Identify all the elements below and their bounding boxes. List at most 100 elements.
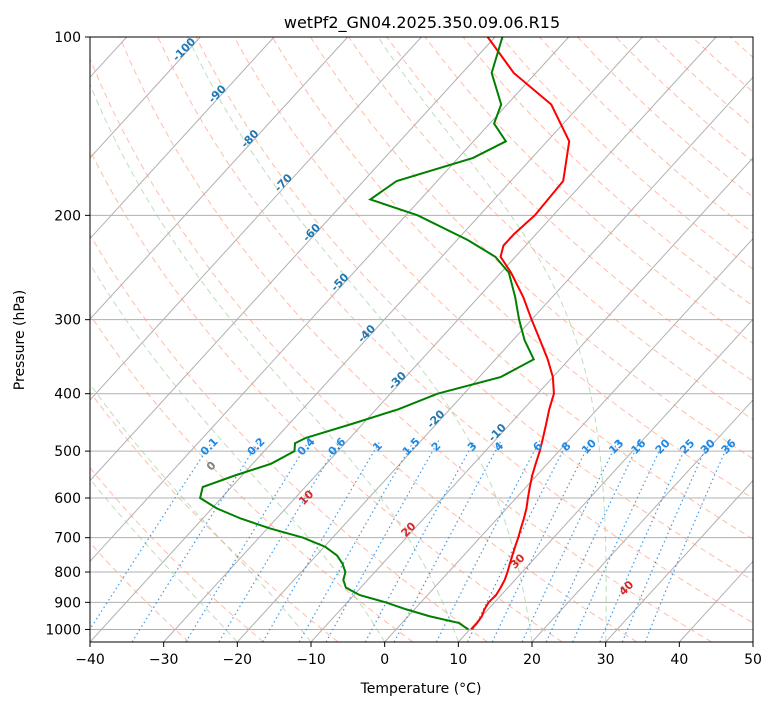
mixing-ratio-label: 0.6 xyxy=(326,435,349,458)
isotherm-line xyxy=(752,641,753,642)
isotherm-line xyxy=(90,37,349,320)
x-tick-label: −40 xyxy=(75,652,105,668)
isotherm-label: -50 xyxy=(328,270,351,294)
isotherm-line xyxy=(531,399,753,642)
dry-adiabat-line xyxy=(462,37,753,307)
isotherm-line xyxy=(90,37,201,159)
mixing-ratio-label: 0.4 xyxy=(295,435,318,458)
dry-adiabat-line xyxy=(90,313,414,642)
background-lines xyxy=(90,37,753,642)
isotherm-line xyxy=(236,76,753,642)
isotherm-line xyxy=(90,37,570,563)
dry-adiabat-line xyxy=(577,37,753,198)
isotherm-label: -30 xyxy=(386,369,409,393)
mixing-ratio-line xyxy=(644,440,731,642)
mixing-ratio-label: 4 xyxy=(492,439,507,454)
dry-adiabat-line xyxy=(653,37,753,128)
dry-adiabat-line xyxy=(348,37,753,421)
y-tick-label: 400 xyxy=(54,387,81,403)
isotherm-line xyxy=(457,318,753,642)
mixing-ratio-label: 30 xyxy=(698,436,718,456)
y-tick-label: 700 xyxy=(54,531,81,547)
isotherm-label: -40 xyxy=(355,322,378,346)
isotherm-label: -100 xyxy=(170,35,199,64)
moist-adiabat-line xyxy=(90,478,238,642)
dry-adiabat-label: 20 xyxy=(399,519,419,539)
mixing-ratio-line xyxy=(185,440,310,642)
y-tick-label: 900 xyxy=(54,595,81,611)
mixing-ratio-line xyxy=(521,440,619,642)
mixing-ratio-line xyxy=(466,440,569,642)
mixing-ratio-label: 1 xyxy=(370,439,385,454)
dry-adiabat-line xyxy=(90,467,264,642)
mixing-ratio-line xyxy=(298,440,415,642)
x-tick-label: 30 xyxy=(597,652,615,668)
y-tick-label: 100 xyxy=(54,30,81,46)
dry-adiabat-line xyxy=(310,37,753,460)
mixing-ratio-line xyxy=(262,440,381,642)
mixing-ratio-label: 16 xyxy=(628,436,648,456)
profile-line xyxy=(198,37,536,631)
mixing-ratio-line xyxy=(325,440,440,642)
isotherm-label: -20 xyxy=(424,407,447,431)
mixing-ratio-line xyxy=(364,440,476,642)
y-tick-label: 800 xyxy=(54,565,81,581)
dry-adiabat-line xyxy=(119,37,712,642)
chart-title: wetPf2_GN04.2025.350.09.06.R15 xyxy=(284,13,560,33)
mixing-ratio-label: 0.2 xyxy=(245,435,268,458)
y-tick-label: 1000 xyxy=(45,622,81,638)
plot-frame xyxy=(89,36,754,643)
isotherm-line xyxy=(90,37,496,482)
profile-lines xyxy=(198,37,571,631)
moist-adiabat-line xyxy=(187,37,533,642)
dry-adiabat-line xyxy=(90,149,563,642)
isotherm-line xyxy=(605,479,753,642)
isotherm-line xyxy=(90,37,422,401)
mixing-ratio-label: 2 xyxy=(429,439,444,454)
isotherm-label: -80 xyxy=(238,127,261,151)
isotherm-line xyxy=(90,37,275,240)
isotherm-line xyxy=(90,37,643,642)
moist-adiabat-line xyxy=(90,383,312,642)
x-axis: −40 −30 −20 −10 0 10 20 30 40 50 xyxy=(75,642,762,668)
moist-adiabat-line xyxy=(377,37,607,642)
y-tick-label: 600 xyxy=(54,491,81,507)
dry-adiabat-line xyxy=(90,233,488,642)
x-tick-label: 0 xyxy=(380,652,389,668)
y-tick-label: 200 xyxy=(54,208,81,224)
mixing-ratio-line xyxy=(621,440,710,642)
dry-adiabat-line xyxy=(157,37,753,624)
dry-adiabat-line xyxy=(615,37,753,163)
mixing-ratio-label: 25 xyxy=(677,437,697,457)
x-tick-label: 10 xyxy=(449,652,467,668)
mixing-ratio-label: 10 xyxy=(579,436,599,456)
profile-line xyxy=(470,37,571,631)
x-tick-label: −30 xyxy=(149,652,179,668)
dry-adiabat-line xyxy=(195,37,753,582)
x-tick-label: 40 xyxy=(670,652,688,668)
dry-adiabat-line xyxy=(271,37,753,500)
mixing-ratio-line xyxy=(218,440,341,642)
moist-adiabat-line xyxy=(90,82,459,642)
dry-adiabat-line xyxy=(386,37,753,382)
mixing-ratio-line xyxy=(393,440,502,642)
dry-adiabat-label: 30 xyxy=(508,551,528,571)
isotherm-line xyxy=(384,237,753,642)
mixing-ratio-line xyxy=(90,440,214,631)
x-tick-label: 50 xyxy=(744,652,762,668)
dry-adiabat-line xyxy=(233,37,753,540)
x-tick-label: −10 xyxy=(296,652,326,668)
x-tick-label: −20 xyxy=(223,652,253,668)
mixing-ratio-line xyxy=(435,440,541,642)
mixing-ratio-line xyxy=(545,440,641,642)
mixing-ratio-label: 3 xyxy=(465,439,480,454)
y-axis: 100 200 300 400 500 600 700 800 900 1000 xyxy=(45,30,90,638)
isotherm-label: -70 xyxy=(272,171,295,195)
mixing-ratio-line xyxy=(491,440,592,642)
dry-adiabat-line xyxy=(90,542,190,642)
x-axis-label: Temperature (°C) xyxy=(360,681,482,697)
isotherm-line xyxy=(163,37,717,642)
y-tick-label: 300 xyxy=(54,313,81,329)
dry-adiabat-line xyxy=(424,37,753,344)
